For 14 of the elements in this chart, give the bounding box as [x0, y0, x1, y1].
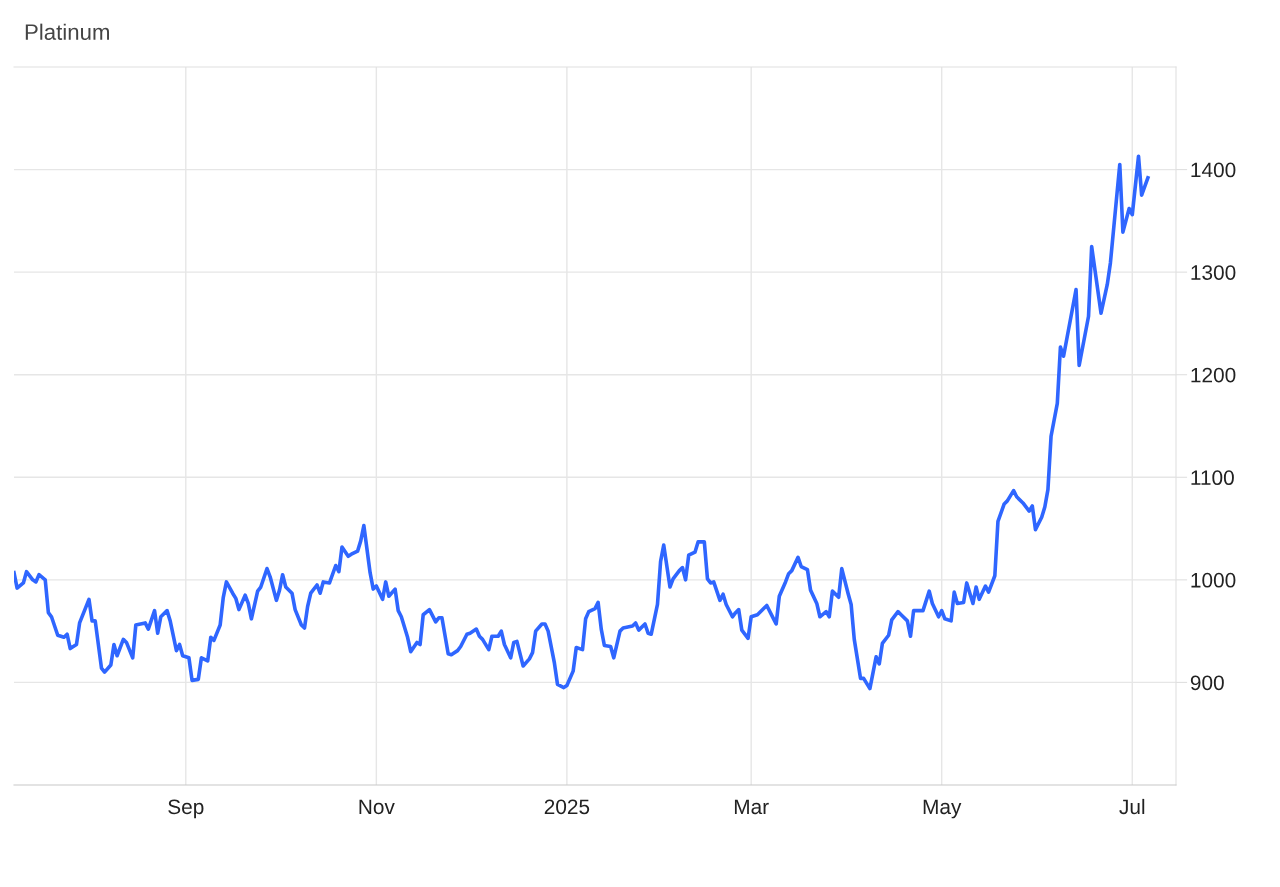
- y-tick-label: 1300: [1191, 265, 1236, 280]
- y-tick-label: 900: [1190, 675, 1224, 691]
- x-tick-label: May: [923, 799, 962, 819]
- x-tick-label: Mar: [734, 799, 769, 815]
- x-tick-label: 2025: [544, 799, 590, 815]
- chart-title: Platinum: [25, 23, 109, 40]
- y-tick-label: 1200: [1191, 367, 1236, 383]
- y-tick-label: 1100: [1191, 470, 1234, 486]
- line-series: [14, 154, 1150, 691]
- x-tick-label: Jul: [1119, 798, 1145, 815]
- x-tick-label: Nov: [359, 799, 395, 815]
- x-tick-label: Sep: [168, 799, 204, 819]
- y-tick-label: 1000: [1191, 572, 1236, 588]
- y-tick-label: 1400: [1191, 162, 1236, 178]
